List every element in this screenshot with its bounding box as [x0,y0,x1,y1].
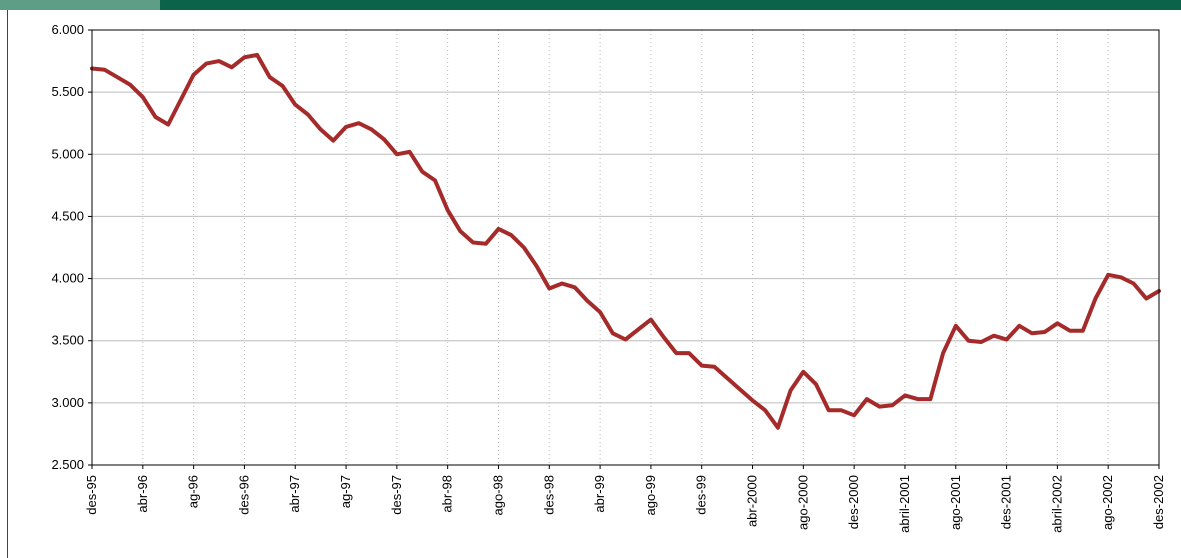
header-bar [0,0,1181,10]
x-tick-label: ago-99 [643,475,658,515]
x-tick-label: des-2002 [1151,475,1166,529]
horizontal-gridlines [92,91,1159,404]
series-group [90,52,1161,430]
y-tick-label: 2.500 [51,457,84,472]
x-tick-label: abr-98 [440,475,455,513]
x-tick-label: ago-2001 [948,475,963,530]
x-tick-label: abr-96 [135,475,150,513]
x-tick-label: des-98 [541,475,556,515]
x-tick-label: ago-98 [490,475,505,515]
y-tick-label: 4.000 [51,271,84,286]
x-tick-label: des-97 [389,475,404,515]
x-tick-label: des-95 [84,475,99,515]
y-tick-label: 3.500 [51,333,84,348]
header-band [160,0,1181,10]
y-tick-label: 5.000 [51,146,84,161]
x-tick-label: ago-2000 [795,475,810,530]
left-border [7,10,8,558]
x-tick-label: des-96 [236,475,251,515]
x-tick-label: abril-2002 [1049,475,1064,533]
plot-area-frame [91,29,1160,466]
x-axis-ticks: des-95 abr-96 ag-96 des-96 abr-97 ag-97 des-97… [84,465,1166,533]
x-tick-label: des-2001 [999,475,1014,529]
series-line [90,52,1161,430]
x-tick-label: ag-97 [338,475,353,508]
x-tick-label: abril-2001 [897,475,912,533]
y-tick-label: 5.500 [51,84,84,99]
x-tick-label: ag-96 [186,475,201,508]
x-tick-label: abr-2000 [745,475,760,527]
x-tick-label: des-99 [694,475,709,515]
y-tick-label: 3.000 [51,395,84,410]
x-tick-label: des-2000 [846,475,861,529]
x-tick-label: ago-2002 [1100,475,1115,530]
header-accent [0,0,160,10]
y-tick-label: 6.000 [51,22,84,37]
y-axis-ticks: 6.000 5.500 5.000 4.500 4.000 3.500 3.000 2.500 [51,22,92,472]
x-tick-label: abr-97 [287,475,302,513]
y-tick-label: 4.500 [51,208,84,223]
x-tick-label: abr-99 [592,475,607,513]
